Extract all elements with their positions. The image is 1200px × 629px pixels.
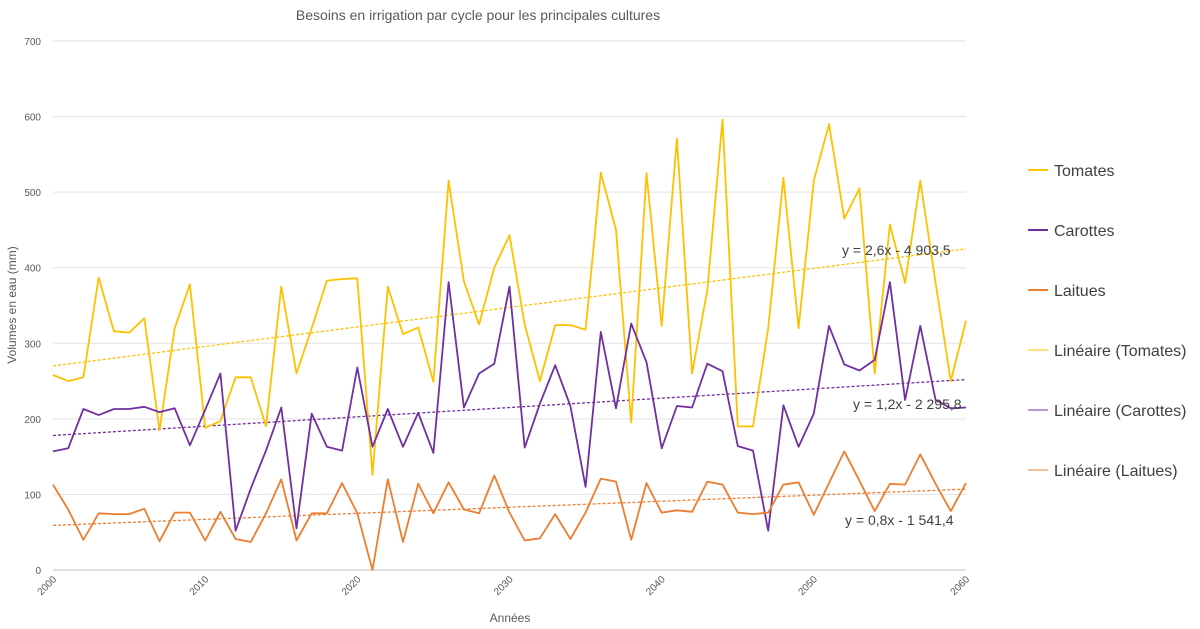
y-tick-label: 200 — [24, 415, 41, 426]
legend-label: Linéaire (Laitues) — [1054, 463, 1178, 480]
y-axis-ticks: 0 100 200 300 400 500 600 700 — [24, 37, 41, 577]
trendline-1 — [52, 378, 967, 437]
x-tick-label: 2060 — [949, 574, 973, 598]
legend-label: Laitues — [1054, 283, 1106, 300]
trendline-2 — [52, 488, 967, 527]
y-tick-label: 500 — [24, 188, 41, 199]
legend-label: Carottes — [1054, 223, 1114, 240]
trend-equations: y = 2,6x - 4 903,5 y = 1,2x - 2 295,8 y = … — [842, 242, 962, 528]
trend-equation-2: y = 0,8x - 1 541,4 — [845, 512, 954, 528]
x-tick-label: 2040 — [644, 574, 668, 598]
y-tick-label: 100 — [24, 490, 41, 501]
series-line-carottes — [52, 281, 967, 532]
x-axis-title: Années — [490, 611, 531, 625]
series-line-laitues — [52, 450, 967, 571]
y-axis-title: Volumes en eau (mm) — [5, 246, 19, 363]
y-tick-label: 400 — [24, 264, 41, 275]
y-tick-label: 700 — [24, 37, 41, 48]
series-line-tomates — [52, 118, 967, 476]
x-tick-label: 2030 — [492, 574, 516, 598]
series-lines — [52, 118, 967, 571]
x-tick-label: 2010 — [188, 574, 212, 598]
y-tick-label: 600 — [24, 113, 41, 124]
gridlines — [53, 40, 966, 571]
x-tick-label: 2020 — [340, 574, 364, 598]
x-tick-label: 2050 — [796, 574, 820, 598]
trend-equation-1: y = 1,2x - 2 295,8 — [853, 396, 962, 412]
x-axis-ticks: 2000 2010 2020 2030 2040 2050 2060 — [36, 574, 973, 598]
legend-label: Linéaire (Tomates) — [1054, 343, 1187, 360]
y-tick-label: 300 — [24, 339, 41, 350]
x-tick-label: 2000 — [36, 574, 60, 598]
legend-label: Linéaire (Carottes) — [1054, 403, 1187, 420]
trendline-0 — [52, 248, 967, 367]
legend-label: Tomates — [1054, 163, 1114, 180]
legend: Tomates Carottes Laitues Linéaire (Tomates)… — [1028, 163, 1187, 480]
chart-title: Besoins en irrigation par cycle pour les… — [296, 7, 660, 23]
trend-equation-0: y = 2,6x - 4 903,5 — [842, 242, 951, 258]
y-tick-label: 0 — [35, 566, 41, 577]
